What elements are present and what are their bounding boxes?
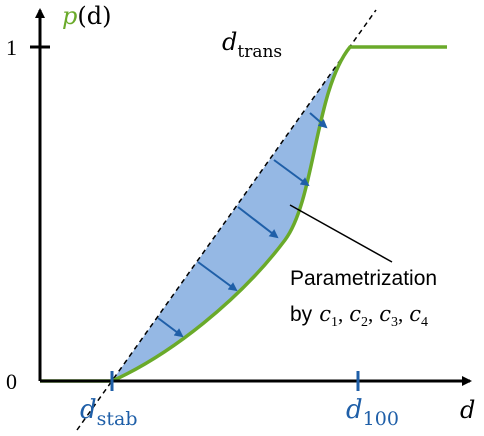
param-symbol: c bbox=[349, 302, 361, 326]
prefix: by bbox=[290, 303, 313, 326]
annotation-title: Parametrization bbox=[290, 267, 437, 290]
line-label: dtrans bbox=[222, 28, 282, 62]
symbol: d bbox=[80, 395, 97, 425]
transition-line bbox=[76, 9, 377, 431]
arrow bbox=[197, 261, 238, 292]
separator: , bbox=[338, 302, 343, 326]
param-symbol: c bbox=[379, 302, 391, 326]
param-symbol: c bbox=[409, 302, 421, 326]
marker-label: dstab bbox=[80, 395, 138, 430]
param-subscript: 4 bbox=[421, 315, 428, 330]
param-subscript: 2 bbox=[361, 315, 368, 330]
arrow bbox=[157, 317, 184, 338]
subscript: 100 bbox=[363, 408, 399, 430]
param-subscript: 3 bbox=[391, 315, 398, 330]
marker-label: d100 bbox=[346, 395, 399, 430]
y-axis-label: p(d) bbox=[62, 2, 111, 30]
argument: (d) bbox=[77, 2, 111, 30]
symbol: d bbox=[346, 395, 363, 425]
param-symbol: c bbox=[319, 302, 331, 326]
arrow bbox=[237, 206, 279, 239]
y-tick-label: 0 bbox=[6, 369, 17, 394]
separator: , bbox=[368, 302, 373, 326]
leader-line bbox=[289, 204, 393, 263]
annotation-params: by c1, c2, c3, c4 bbox=[290, 302, 428, 330]
arrow bbox=[273, 159, 310, 187]
subscript: stab bbox=[97, 408, 138, 430]
p-curve bbox=[40, 45, 447, 383]
subscript: trans bbox=[237, 42, 282, 62]
param-subscript: 1 bbox=[331, 315, 338, 330]
separator: , bbox=[398, 302, 403, 326]
y-tick-label: 1 bbox=[6, 35, 17, 60]
x-axis-label: d bbox=[460, 396, 475, 424]
symbol: d bbox=[222, 28, 237, 56]
symbol: p bbox=[62, 2, 77, 30]
arrow bbox=[309, 112, 328, 129]
arrows bbox=[157, 112, 328, 338]
